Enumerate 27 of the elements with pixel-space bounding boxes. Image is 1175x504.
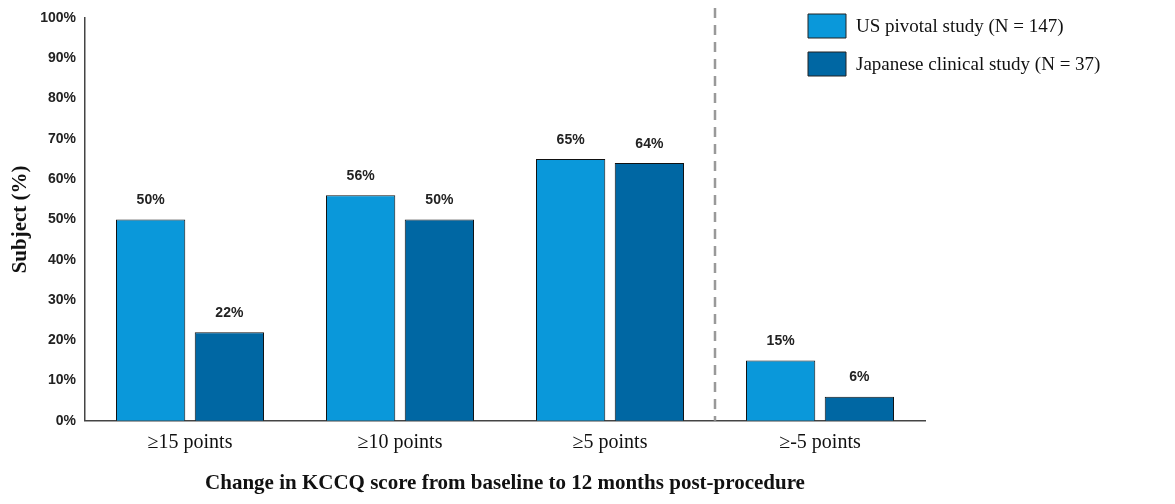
y-tick-label: 50% xyxy=(47,210,77,227)
x-axis-title: Change in KCCQ score from baseline to 12 months post-procedure xyxy=(205,469,805,494)
data-label: 64% xyxy=(635,134,664,151)
data-label: 15% xyxy=(766,332,796,349)
y-axis-title: Subject (%) xyxy=(7,165,32,274)
y-tick-label: 60% xyxy=(47,169,77,186)
data-label: 6% xyxy=(849,368,871,385)
data-label: 65% xyxy=(556,130,586,147)
x-tick-label: ≥10 points xyxy=(357,430,443,454)
data-label: 22% xyxy=(215,304,244,321)
y-tick-label: 100% xyxy=(40,8,77,25)
data-label: 50% xyxy=(425,191,454,208)
y-tick-label: 70% xyxy=(47,129,77,146)
y-tick-label: 90% xyxy=(47,49,77,66)
x-tick-label: ≥5 points xyxy=(572,430,648,454)
y-tick-label: 0% xyxy=(55,411,77,428)
y-tick-label: 40% xyxy=(47,250,77,267)
legend-label: Japanese clinical study (N = 37) xyxy=(856,52,1101,75)
y-tick-label: 80% xyxy=(47,89,77,106)
legend-label: US pivotal study (N = 147) xyxy=(856,14,1064,37)
data-label: 50% xyxy=(136,191,166,208)
data-label: 56% xyxy=(346,167,376,184)
x-tick-label: ≥-5 points xyxy=(779,430,861,454)
y-tick-label: 20% xyxy=(47,331,77,348)
y-tick-label: 30% xyxy=(47,290,77,307)
y-tick-label: 10% xyxy=(47,371,77,388)
x-tick-label: ≥15 points xyxy=(147,430,233,454)
